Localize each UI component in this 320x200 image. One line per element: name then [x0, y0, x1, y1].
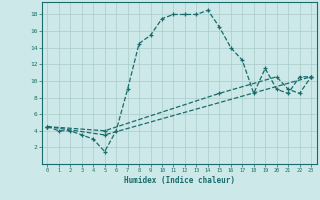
X-axis label: Humidex (Indice chaleur): Humidex (Indice chaleur)	[124, 176, 235, 185]
